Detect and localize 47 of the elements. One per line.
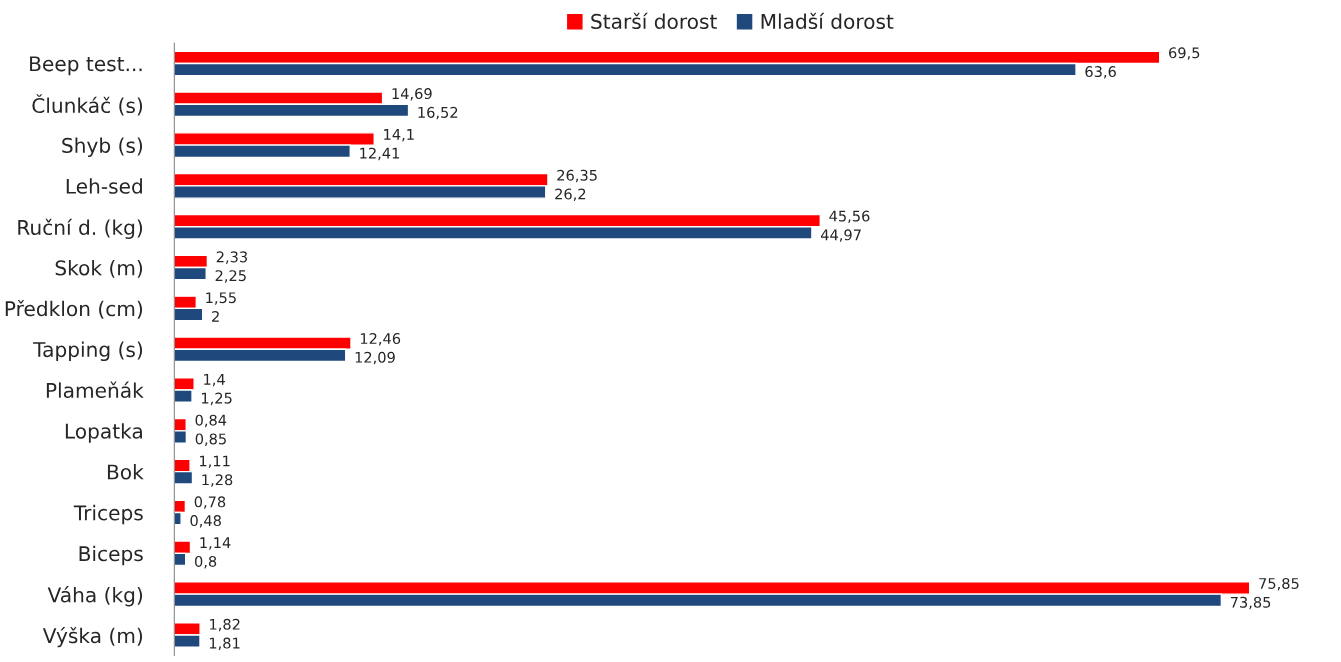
y-tick-label: Skok (m) — [55, 259, 143, 278]
data-label: 14,69 — [392, 88, 432, 101]
data-label: 2 — [212, 310, 219, 322]
y-tick-label: Lopatka — [65, 423, 142, 443]
data-label: 45,56 — [829, 210, 870, 224]
y-tick-label: Ruční d. (kg) — [18, 218, 143, 239]
data-label: 0,8 — [194, 555, 217, 569]
data-label: 1,25 — [201, 392, 232, 406]
data-label: 2,33 — [216, 251, 247, 264]
data-label: 16,52 — [418, 106, 458, 120]
data-label: 14,1 — [384, 129, 414, 142]
y-tick-label: Tapping (s) — [33, 341, 143, 362]
data-label: 1,55 — [206, 292, 236, 305]
legend-label: Starší dorost — [591, 12, 717, 30]
data-label: 44,97 — [820, 229, 861, 242]
data-label: 1,81 — [209, 637, 240, 651]
data-label: 12,09 — [355, 351, 395, 365]
y-tick-label: Shyb (s) — [62, 137, 143, 157]
data-label: 63,6 — [1085, 66, 1116, 79]
y-tick-label: Triceps — [73, 504, 143, 525]
data-label: 26,35 — [557, 169, 597, 183]
data-label: 1,82 — [210, 618, 240, 632]
data-label: 0,85 — [195, 433, 226, 446]
data-label: 75,85 — [1259, 577, 1299, 591]
data-label: 69,5 — [1169, 47, 1200, 60]
y-tick-label: Bok — [107, 464, 144, 480]
data-label: 1,28 — [202, 474, 233, 487]
y-tick-label: Člunkáč (s) — [32, 94, 143, 116]
y-tick-label: Předklon (cm) — [5, 299, 143, 319]
data-label: 73,85 — [1230, 596, 1271, 610]
y-tick-label: Biceps — [79, 545, 143, 566]
data-label: 2,25 — [215, 270, 246, 283]
data-label: 0,48 — [190, 515, 221, 528]
data-label: 12,41 — [360, 147, 400, 161]
data-label: 1,14 — [200, 537, 231, 550]
y-tick-label: Beep test... — [30, 56, 142, 76]
data-label: 1,11 — [200, 455, 230, 469]
data-label: 12,46 — [360, 333, 401, 346]
y-tick-label: Výška (m) — [42, 626, 143, 648]
legend-label: Mladší dorost — [761, 12, 894, 30]
y-tick-label: Váha (kg) — [47, 586, 143, 607]
data-label: 26,2 — [555, 188, 586, 202]
data-label: 0,78 — [194, 496, 226, 509]
data-label: 0,84 — [195, 414, 227, 428]
y-tick-label: Leh-sed — [66, 178, 142, 194]
data-label: 1,4 — [204, 374, 225, 387]
y-tick-label: Plameňák — [46, 381, 144, 398]
